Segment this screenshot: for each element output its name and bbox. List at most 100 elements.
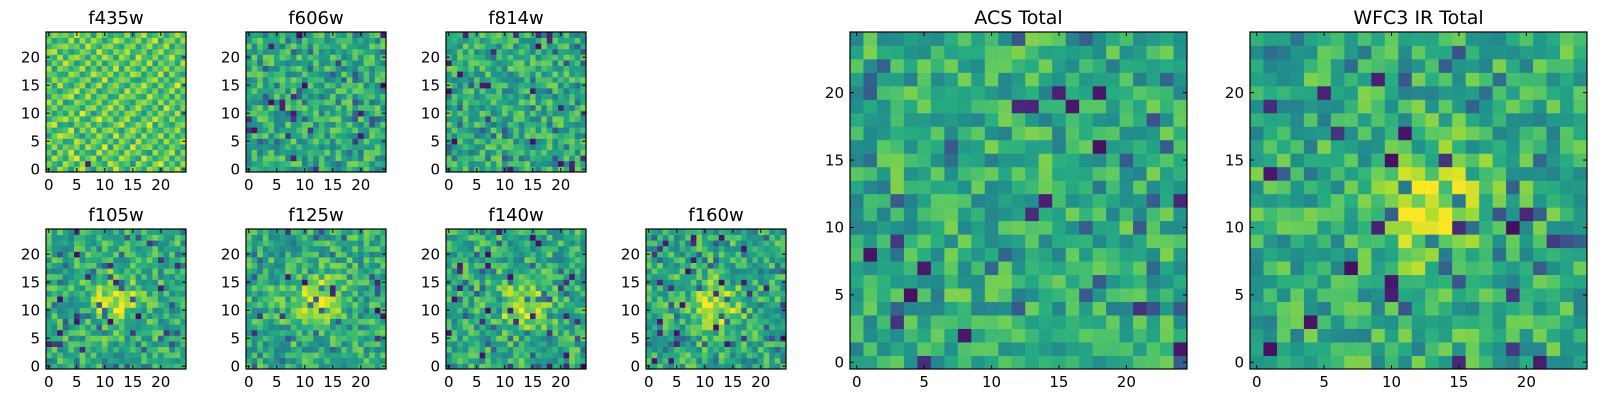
heatmap-cell xyxy=(479,54,486,61)
heatmap-cell xyxy=(285,245,292,252)
heatmap-cell xyxy=(380,245,387,252)
heatmap-cell xyxy=(85,279,92,286)
heatmap-cell xyxy=(268,352,275,359)
heatmap-cell xyxy=(118,132,125,139)
heatmap-cell xyxy=(1173,301,1188,316)
heatmap-cell xyxy=(507,296,514,303)
heatmap-cell xyxy=(262,290,269,297)
heatmap-cell xyxy=(90,48,97,55)
heatmap-cell xyxy=(251,149,258,156)
heatmap-cell xyxy=(107,48,114,55)
heatmap-cell xyxy=(113,229,120,235)
heatmap-cell xyxy=(124,54,131,61)
heatmap-cell xyxy=(741,285,748,291)
heatmap-cell xyxy=(146,32,153,38)
heatmap-cell xyxy=(330,346,336,353)
heatmap-cell xyxy=(180,240,187,247)
heatmap-cell xyxy=(685,313,692,319)
heatmap-cell xyxy=(251,144,258,150)
heatmap-cell xyxy=(957,180,972,195)
heatmap-cell xyxy=(307,82,314,89)
heatmap-cell xyxy=(546,132,553,139)
heatmap-cell xyxy=(268,346,275,353)
heatmap-cell xyxy=(730,341,736,347)
heatmap-cell xyxy=(141,363,148,370)
heatmap-cell xyxy=(746,307,753,314)
heatmap-cell xyxy=(735,318,742,325)
heatmap-cell xyxy=(369,60,376,66)
heatmap-cell xyxy=(530,104,536,111)
heatmap-cell xyxy=(113,48,120,55)
heatmap-cell xyxy=(335,346,342,353)
heatmap-cell xyxy=(74,324,80,331)
heatmap-cell xyxy=(513,296,520,303)
heatmap-cell xyxy=(546,93,553,100)
heatmap-cell xyxy=(279,65,286,72)
heatmap-cell xyxy=(507,60,514,66)
heatmap-cell xyxy=(352,121,359,128)
heatmap-cell xyxy=(46,324,52,331)
heatmap-cell xyxy=(513,82,520,89)
heatmap-cell xyxy=(917,301,932,316)
heatmap-cell xyxy=(574,116,581,122)
heatmap-cell xyxy=(335,71,342,78)
heatmap-cell xyxy=(262,357,269,364)
heatmap-cell xyxy=(274,54,280,61)
heatmap-cell xyxy=(296,48,303,55)
heatmap-cell xyxy=(1160,220,1174,235)
heatmap-cell xyxy=(274,279,280,286)
heatmap-cell xyxy=(580,37,587,44)
heatmap-cell xyxy=(307,335,314,342)
heatmap-cell xyxy=(474,234,480,241)
heatmap-cell xyxy=(917,274,932,289)
heatmap-cell xyxy=(674,341,680,347)
heatmap-cell xyxy=(113,234,120,241)
heatmap-cell xyxy=(479,329,486,336)
heatmap-cell xyxy=(468,149,475,156)
heatmap-cell xyxy=(74,318,80,325)
heatmap-cell xyxy=(274,296,280,303)
heatmap-cell xyxy=(335,313,342,319)
heatmap-cell xyxy=(279,363,286,370)
heatmap-cell xyxy=(984,166,999,181)
heatmap-cell xyxy=(574,352,581,359)
heatmap-cell xyxy=(507,149,514,156)
heatmap-cell xyxy=(1011,261,1026,276)
heatmap-cell xyxy=(1038,220,1053,235)
heatmap-cell xyxy=(307,99,314,106)
heatmap-cell xyxy=(274,116,280,122)
heatmap-cell xyxy=(580,160,587,167)
heatmap-cell xyxy=(462,82,469,89)
heatmap-cell xyxy=(251,251,258,258)
heatmap-cell xyxy=(341,99,348,106)
heatmap-cell xyxy=(558,149,564,156)
heatmap-cell xyxy=(971,166,986,181)
heatmap-cell xyxy=(657,341,664,347)
heatmap-cell xyxy=(85,32,92,38)
heatmap-cell xyxy=(174,290,181,297)
heatmap-cell xyxy=(657,262,664,269)
heatmap-cell xyxy=(141,324,148,331)
heatmap-cell xyxy=(657,229,664,235)
heatmap-cell xyxy=(662,307,669,314)
heatmap-cell xyxy=(169,329,176,336)
heatmap-cell xyxy=(68,149,75,156)
heatmap-cell xyxy=(352,48,359,55)
heatmap-cell xyxy=(774,313,781,319)
heatmap-cell xyxy=(485,48,492,55)
heatmap-cell xyxy=(274,245,280,252)
heatmap-cell xyxy=(174,251,181,258)
heatmap-cell xyxy=(158,285,164,291)
heatmap-cell xyxy=(541,121,548,128)
heatmap-cell xyxy=(163,144,170,150)
y-tick-label: 5 xyxy=(630,329,640,347)
heatmap-cell xyxy=(468,138,475,145)
heatmap-cell xyxy=(780,296,787,303)
heatmap-cell xyxy=(530,82,536,89)
heatmap-cell xyxy=(285,285,292,291)
heatmap-cell xyxy=(569,329,576,336)
heatmap-cell xyxy=(79,76,86,83)
heatmap-cell xyxy=(685,341,692,347)
heatmap-cell xyxy=(330,324,336,331)
heatmap-cell xyxy=(769,245,776,252)
